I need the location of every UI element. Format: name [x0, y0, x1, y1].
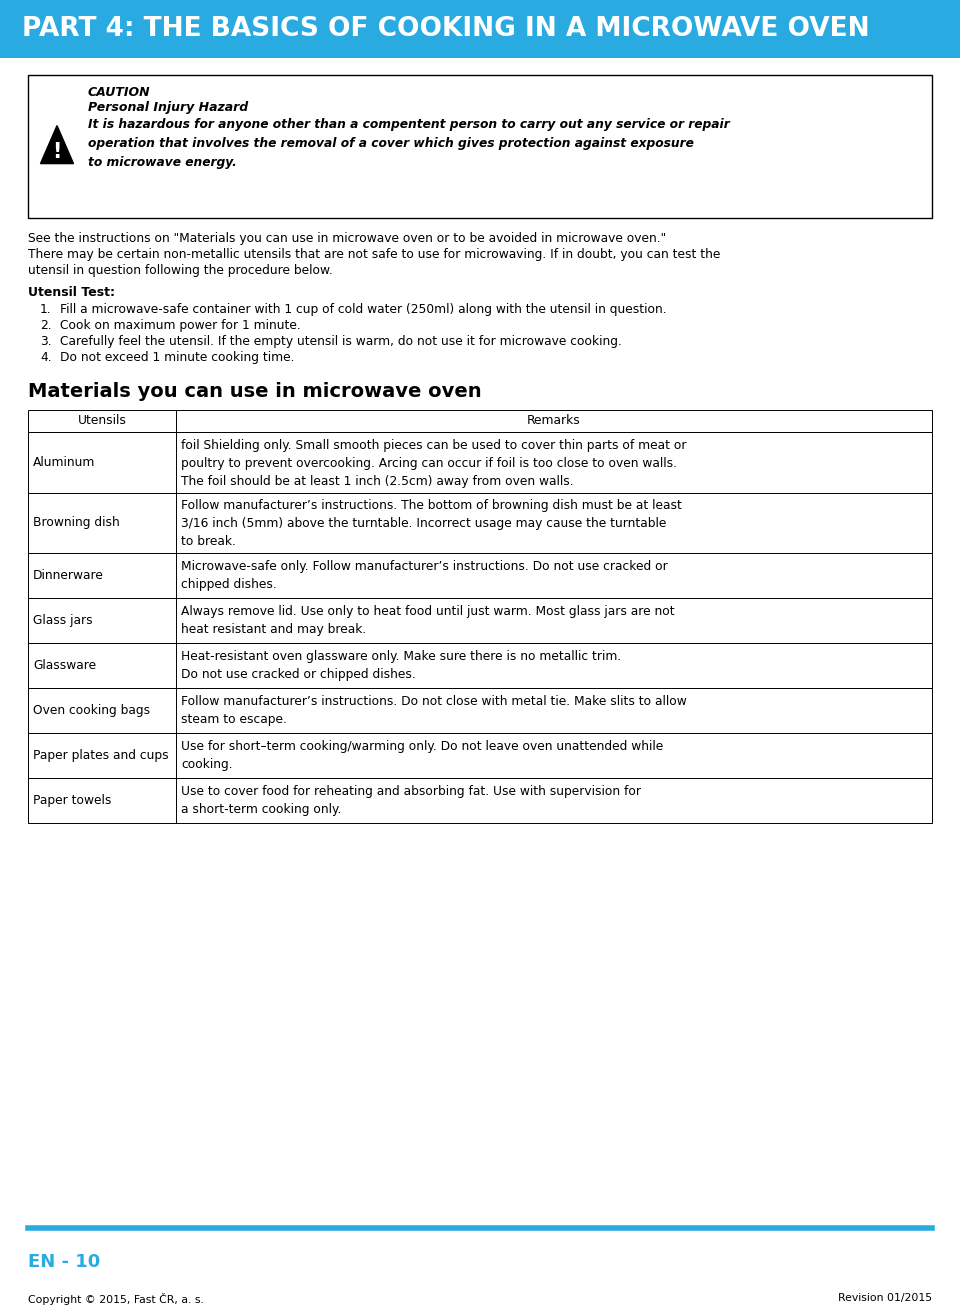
FancyBboxPatch shape	[28, 689, 932, 733]
Text: Personal Injury Hazard: Personal Injury Hazard	[88, 101, 249, 114]
Text: Materials you can use in microwave oven: Materials you can use in microwave oven	[28, 382, 482, 401]
FancyBboxPatch shape	[28, 733, 932, 778]
FancyBboxPatch shape	[28, 778, 932, 823]
Text: Microwave-safe only. Follow manufacturer’s instructions. Do not use cracked or
c: Microwave-safe only. Follow manufacturer…	[181, 560, 668, 590]
Text: There may be certain non-metallic utensils that are not safe to use for microwav: There may be certain non-metallic utensi…	[28, 247, 720, 260]
Text: 4.: 4.	[40, 351, 52, 364]
Text: !: !	[52, 141, 61, 161]
Text: EN - 10: EN - 10	[28, 1253, 100, 1271]
Text: Dinnerware: Dinnerware	[33, 569, 104, 583]
Text: foil Shielding only. Small smooth pieces can be used to cover thin parts of meat: foil Shielding only. Small smooth pieces…	[181, 439, 686, 487]
Text: See the instructions on "Materials you can use in microwave oven or to be avoide: See the instructions on "Materials you c…	[28, 232, 666, 245]
Text: Browning dish: Browning dish	[33, 516, 120, 529]
Text: Cook on maximum power for 1 minute.: Cook on maximum power for 1 minute.	[60, 319, 300, 332]
Text: Paper plates and cups: Paper plates and cups	[33, 749, 169, 762]
Text: Glassware: Glassware	[33, 658, 96, 672]
Text: 1.: 1.	[40, 302, 52, 315]
Text: Utensil Test:: Utensil Test:	[28, 285, 115, 298]
Text: Use to cover food for reheating and absorbing fat. Use with supervision for
a sh: Use to cover food for reheating and abso…	[181, 785, 641, 816]
FancyBboxPatch shape	[0, 0, 960, 58]
FancyBboxPatch shape	[28, 75, 932, 219]
FancyBboxPatch shape	[28, 410, 932, 432]
Text: It is hazardous for anyone other than a compentent person to carry out any servi: It is hazardous for anyone other than a …	[88, 118, 730, 169]
FancyBboxPatch shape	[28, 552, 932, 598]
Text: Oven cooking bags: Oven cooking bags	[33, 704, 150, 717]
FancyBboxPatch shape	[28, 643, 932, 689]
FancyBboxPatch shape	[28, 492, 932, 552]
Text: Fill a microwave-safe container with 1 cup of cold water (250ml) along with the : Fill a microwave-safe container with 1 c…	[60, 302, 666, 315]
Polygon shape	[40, 126, 74, 164]
Text: Follow manufacturer’s instructions. The bottom of browning dish must be at least: Follow manufacturer’s instructions. The …	[181, 500, 682, 548]
Text: Glass jars: Glass jars	[33, 614, 92, 627]
Text: Revision 01/2015: Revision 01/2015	[838, 1293, 932, 1302]
Text: Always remove lid. Use only to heat food until just warm. Most glass jars are no: Always remove lid. Use only to heat food…	[181, 605, 675, 636]
Text: 2.: 2.	[40, 319, 52, 332]
Text: Remarks: Remarks	[527, 415, 581, 428]
Text: Aluminum: Aluminum	[33, 456, 95, 469]
Text: PART 4: THE BASICS OF COOKING IN A MICROWAVE OVEN: PART 4: THE BASICS OF COOKING IN A MICRO…	[22, 16, 870, 42]
Text: Utensils: Utensils	[78, 415, 127, 428]
Text: 3.: 3.	[40, 335, 52, 348]
Text: Use for short–term cooking/warming only. Do not leave oven unattended while
cook: Use for short–term cooking/warming only.…	[181, 740, 663, 771]
FancyBboxPatch shape	[28, 598, 932, 643]
Text: Do not exceed 1 minute cooking time.: Do not exceed 1 minute cooking time.	[60, 351, 295, 364]
Text: Follow manufacturer’s instructions. Do not close with metal tie. Make slits to a: Follow manufacturer’s instructions. Do n…	[181, 695, 686, 725]
Text: utensil in question following the procedure below.: utensil in question following the proced…	[28, 264, 333, 278]
Text: Paper towels: Paper towels	[33, 795, 111, 808]
Text: Heat-resistant oven glassware only. Make sure there is no metallic trim.
Do not : Heat-resistant oven glassware only. Make…	[181, 651, 621, 681]
FancyBboxPatch shape	[28, 432, 932, 492]
Text: Carefully feel the utensil. If the empty utensil is warm, do not use it for micr: Carefully feel the utensil. If the empty…	[60, 335, 622, 348]
Text: CAUTION: CAUTION	[88, 86, 151, 99]
Text: Copyright © 2015, Fast ČR, a. s.: Copyright © 2015, Fast ČR, a. s.	[28, 1293, 204, 1305]
